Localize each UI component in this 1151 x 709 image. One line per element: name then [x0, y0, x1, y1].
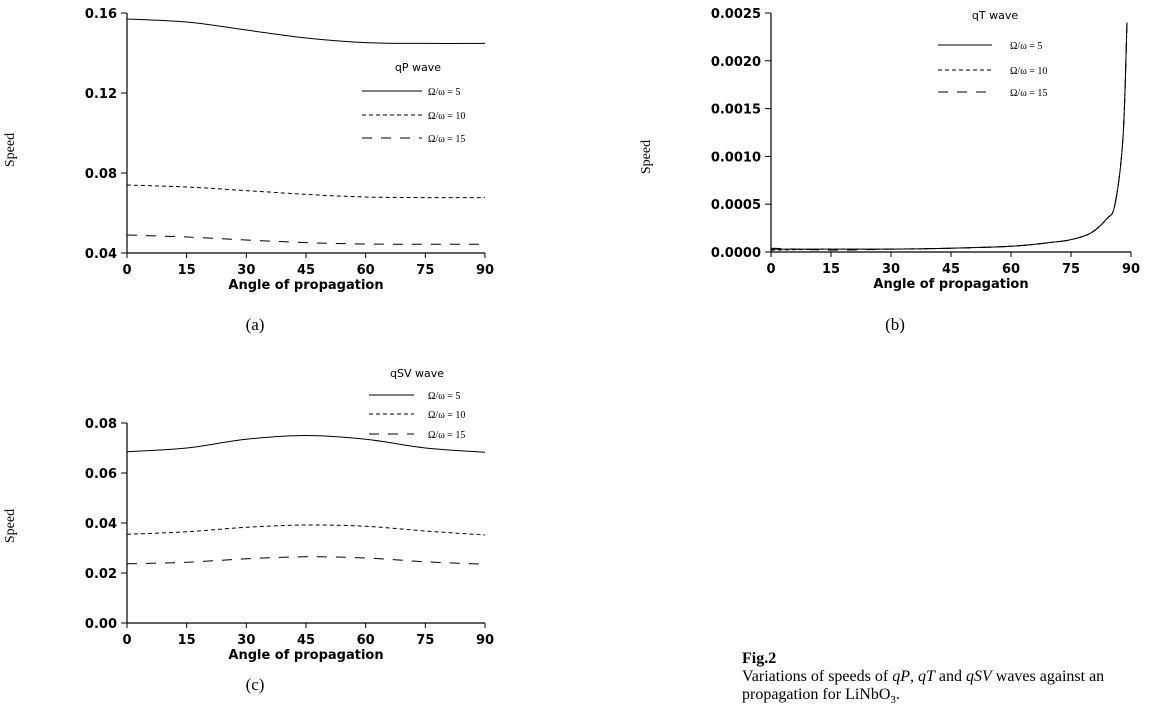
x-axis-label: Angle of propagation — [228, 278, 383, 293]
x-tick-label: 0 — [122, 263, 131, 278]
x-tick-label: 60 — [1002, 262, 1020, 277]
x-tick-label: 90 — [476, 633, 494, 648]
y-tick-label: 0.16 — [85, 7, 117, 22]
x-axis-label: Angle of propagation — [873, 277, 1028, 292]
y-tick-label: 0.08 — [85, 417, 117, 432]
y-axis-label: Speed — [639, 140, 654, 174]
y-tick-label: 0.0025 — [711, 7, 761, 22]
legend-label: Ω/ω = 10 — [1010, 66, 1047, 77]
legend-label: Ω/ω = 15 — [1010, 88, 1047, 99]
series-line — [770, 22, 1128, 251]
x-tick-label: 45 — [297, 263, 315, 278]
x-tick-label: 60 — [357, 263, 375, 278]
legend-label: Ω/ω = 10 — [428, 410, 465, 421]
x-tick-label: 90 — [1122, 262, 1140, 277]
series-line — [126, 234, 485, 245]
y-tick-label: 0.12 — [85, 87, 117, 102]
series-line — [771, 22, 1128, 250]
series-line — [126, 524, 486, 536]
x-tick-label: 45 — [942, 262, 960, 277]
x-tick-label: 90 — [476, 263, 494, 278]
chart-panel-2: 0 15 30 45 60 75 90 0.00 0.02 0.04 0.06 0.08 Angle o… — [3, 367, 494, 694]
y-tick-label: 0.0000 — [711, 246, 761, 261]
x-axis-label: Angle of propagation — [228, 648, 383, 663]
y-tick-label: 0.0015 — [711, 103, 761, 118]
caption-line-1: Variations of speeds of qP, qT and qSV w… — [742, 668, 1105, 685]
panel-sublabel: (c) — [246, 675, 265, 694]
panel-title: qP wave — [395, 61, 441, 74]
panel-sublabel: (b) — [885, 315, 905, 334]
y-tick-label: 0.08 — [85, 167, 117, 182]
x-tick-label: 75 — [416, 263, 434, 278]
x-tick-label: 30 — [882, 262, 900, 277]
x-tick-label: 0 — [766, 262, 775, 277]
figure-canvas: 0 15 30 45 60 75 90 0.04 0.08 0.12 0.16 Angle of pr… — [3, 7, 1140, 694]
y-tick-label: 0.06 — [85, 467, 117, 482]
series-line — [126, 184, 486, 199]
series-line — [126, 434, 486, 453]
y-axis-label: Speed — [3, 133, 18, 167]
y-tick-label: 0.04 — [85, 517, 117, 532]
x-tick-label: 75 — [1062, 262, 1080, 277]
y-tick-label: 0.02 — [85, 567, 117, 582]
y-tick-label: 0.0005 — [711, 198, 761, 213]
caption-title: Fig.2 — [742, 650, 777, 667]
x-tick-label: 75 — [416, 633, 434, 648]
y-axis-label: Speed — [3, 509, 18, 543]
chart-panel-1: 0 15 30 45 60 75 90 0.0000 0.0005 0.0010 0.0015 0.0… — [639, 7, 1140, 334]
x-tick-label: 30 — [237, 263, 255, 278]
x-tick-label: 15 — [178, 633, 196, 648]
series-line — [770, 22, 1128, 251]
x-tick-label: 15 — [178, 263, 196, 278]
figure-caption: Fig.2 Variations of speeds of qP, qT and… — [742, 650, 1151, 706]
panel-title: qSV wave — [390, 367, 444, 380]
legend-label: Ω/ω = 10 — [428, 111, 465, 122]
chart-panel-0: 0 15 30 45 60 75 90 0.04 0.08 0.12 0.16 Angle of pr… — [3, 7, 494, 334]
x-tick-label: 15 — [822, 262, 840, 277]
y-tick-label: 0.04 — [85, 247, 117, 262]
y-tick-label: 0.0010 — [711, 150, 761, 165]
x-tick-label: 45 — [297, 633, 315, 648]
x-tick-label: 0 — [122, 633, 131, 648]
legend-label: Ω/ω = 15 — [428, 430, 465, 441]
y-tick-label: 0.00 — [85, 617, 117, 632]
panel-title: qT wave — [972, 9, 1018, 22]
series-line — [126, 18, 486, 44]
legend-label: Ω/ω = 15 — [428, 134, 465, 145]
caption-line-2: propagation for LiNbO3. — [742, 686, 900, 707]
legend-label: Ω/ω = 5 — [428, 391, 460, 402]
x-tick-label: 60 — [357, 633, 375, 648]
panel-sublabel: (a) — [246, 315, 265, 334]
y-tick-label: 0.0020 — [711, 55, 761, 70]
series-line — [126, 556, 486, 565]
legend-label: Ω/ω = 5 — [428, 87, 460, 98]
legend-label: Ω/ω = 5 — [1010, 41, 1042, 52]
x-tick-label: 30 — [237, 633, 255, 648]
